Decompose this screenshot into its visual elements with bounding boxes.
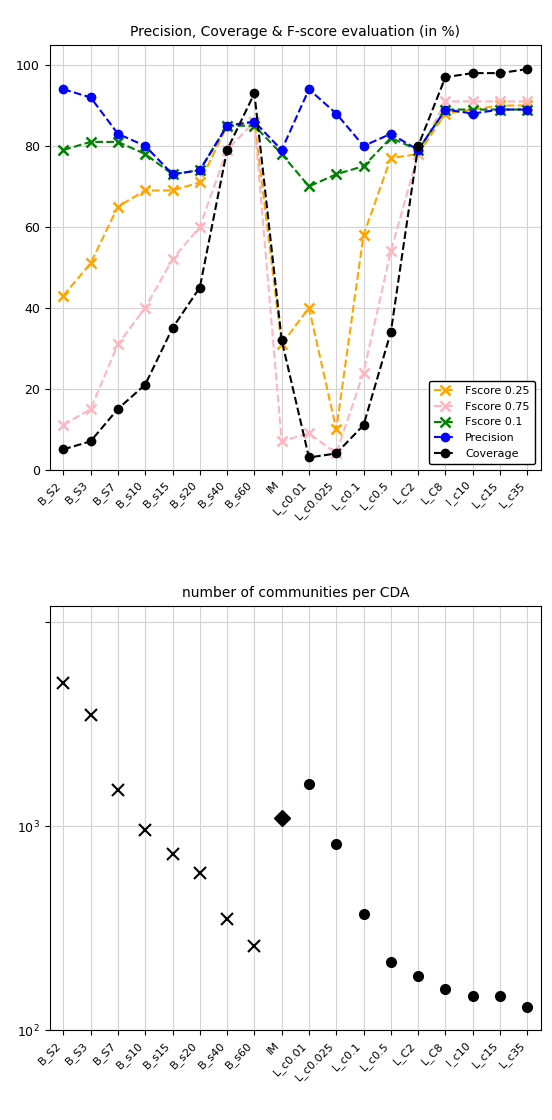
Precision (388, 127, 394, 140)
Precision (415, 143, 422, 157)
Title: number of communities per CDA: number of communities per CDA (182, 586, 409, 600)
Fscore 0.1 (524, 103, 530, 116)
Precision (442, 103, 449, 116)
Line: Fscore 0.25: Fscore 0.25 (59, 101, 532, 435)
Coverage (278, 334, 285, 347)
Fscore 0.25 (469, 103, 476, 116)
Coverage (87, 435, 94, 448)
Fscore 0.75 (442, 95, 449, 109)
Precision (497, 103, 503, 116)
Precision (60, 83, 67, 96)
Line: Precision: Precision (59, 85, 532, 178)
Fscore 0.75 (278, 435, 285, 448)
Fscore 0.25 (497, 99, 503, 112)
Precision (169, 168, 176, 181)
Fscore 0.1 (497, 103, 503, 116)
Fscore 0.1 (415, 143, 422, 157)
Fscore 0.25 (142, 184, 148, 197)
Fscore 0.25 (169, 184, 176, 197)
Fscore 0.25 (306, 301, 312, 315)
Fscore 0.75 (415, 148, 422, 161)
Line: Coverage: Coverage (59, 65, 532, 461)
Coverage (115, 402, 121, 416)
Fscore 0.1 (60, 143, 67, 157)
Fscore 0.25 (360, 228, 367, 242)
Fscore 0.1 (115, 136, 121, 149)
Fscore 0.25 (388, 151, 394, 165)
Legend: Fscore 0.25, Fscore 0.75, Fscore 0.1, Precision, Coverage: Fscore 0.25, Fscore 0.75, Fscore 0.1, Pr… (429, 381, 535, 464)
Coverage (497, 66, 503, 80)
Fscore 0.25 (197, 176, 203, 189)
Coverage (388, 325, 394, 338)
Fscore 0.1 (142, 148, 148, 161)
Fscore 0.1 (360, 159, 367, 172)
Precision (115, 127, 121, 140)
Coverage (142, 377, 148, 391)
Fscore 0.75 (87, 402, 94, 416)
Fscore 0.75 (115, 337, 121, 351)
Coverage (360, 419, 367, 432)
Fscore 0.1 (224, 119, 230, 132)
Precision (360, 139, 367, 152)
Precision (251, 115, 258, 129)
Fscore 0.25 (115, 199, 121, 213)
Fscore 0.1 (306, 179, 312, 193)
Fscore 0.25 (442, 106, 449, 120)
Fscore 0.1 (442, 103, 449, 116)
Coverage (224, 143, 230, 157)
Coverage (469, 66, 476, 80)
Fscore 0.75 (469, 95, 476, 109)
Fscore 0.75 (224, 143, 230, 157)
Line: Fscore 0.1: Fscore 0.1 (59, 104, 532, 192)
Coverage (524, 63, 530, 76)
Fscore 0.75 (333, 447, 339, 460)
Fscore 0.25 (251, 115, 258, 129)
Fscore 0.25 (60, 289, 67, 302)
Fscore 0.75 (197, 221, 203, 234)
Precision (224, 119, 230, 132)
Fscore 0.75 (360, 366, 367, 380)
Line: Fscore 0.75: Fscore 0.75 (59, 96, 532, 458)
Fscore 0.1 (469, 103, 476, 116)
Precision (87, 91, 94, 104)
Fscore 0.1 (388, 131, 394, 144)
Coverage (251, 86, 258, 100)
Precision (142, 139, 148, 152)
Fscore 0.1 (169, 168, 176, 181)
Fscore 0.75 (497, 95, 503, 109)
Coverage (169, 321, 176, 335)
Precision (278, 143, 285, 157)
Fscore 0.25 (278, 337, 285, 351)
Coverage (442, 71, 449, 84)
Coverage (415, 139, 422, 152)
Fscore 0.75 (60, 419, 67, 432)
Title: Precision, Coverage & F-score evaluation (in %): Precision, Coverage & F-score evaluation… (130, 26, 460, 39)
Precision (197, 164, 203, 177)
Coverage (60, 442, 67, 456)
Fscore 0.25 (415, 148, 422, 161)
Fscore 0.75 (388, 244, 394, 258)
Fscore 0.1 (333, 168, 339, 181)
Coverage (306, 450, 312, 464)
Precision (469, 106, 476, 120)
Fscore 0.1 (87, 136, 94, 149)
Fscore 0.25 (333, 422, 339, 436)
Fscore 0.25 (87, 256, 94, 270)
Fscore 0.75 (251, 115, 258, 129)
Precision (306, 83, 312, 96)
Fscore 0.75 (524, 95, 530, 109)
Coverage (333, 447, 339, 460)
Fscore 0.75 (306, 427, 312, 440)
Fscore 0.25 (524, 99, 530, 112)
Coverage (197, 281, 203, 295)
Fscore 0.75 (169, 252, 176, 265)
Fscore 0.1 (251, 119, 258, 132)
Fscore 0.1 (197, 164, 203, 177)
Fscore 0.75 (142, 301, 148, 315)
Precision (333, 106, 339, 120)
Fscore 0.25 (224, 119, 230, 132)
Precision (524, 103, 530, 116)
Fscore 0.1 (278, 148, 285, 161)
